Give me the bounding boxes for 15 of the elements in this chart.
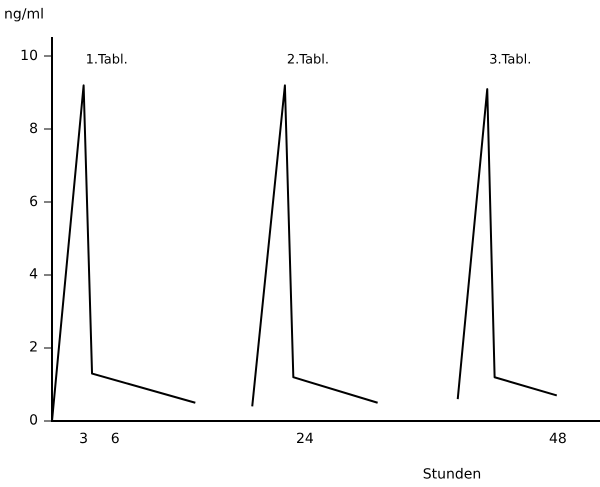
y-tick-label: 0 — [29, 412, 38, 429]
annotation: 1.Tabl. — [86, 52, 128, 68]
y-tick-label: 2 — [29, 340, 38, 356]
y-tick-label: 8 — [29, 120, 38, 137]
y-tick-label: 10 — [20, 48, 38, 64]
x-axis-title: Stunden — [422, 466, 482, 483]
x-tick-label: 6 — [110, 431, 120, 448]
x-tick-label: 3 — [79, 431, 88, 448]
y-tick-label: 6 — [29, 194, 38, 210]
y-axis-title: ng/ml — [4, 6, 44, 23]
annotation: 2.Tabl. — [286, 52, 330, 68]
annotation: 3.Tabl. — [489, 52, 532, 68]
x-tick-label: 24 — [296, 431, 314, 448]
x-tick-label: 48 — [548, 431, 567, 448]
y-tick-label: 4 — [29, 266, 38, 283]
